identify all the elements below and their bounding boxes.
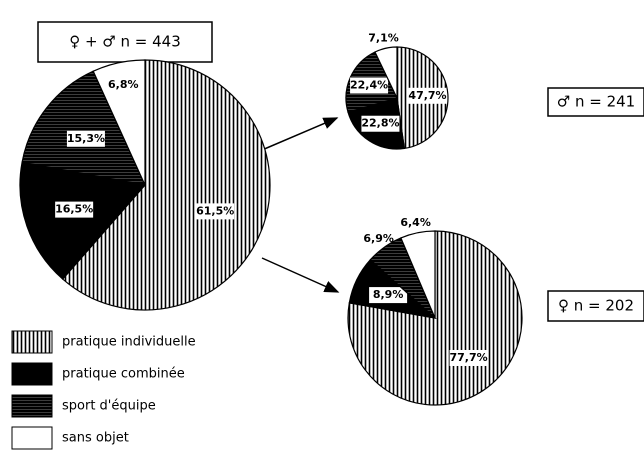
data-label: 16,5%	[55, 203, 93, 216]
data-label: 77,7%	[449, 351, 487, 364]
pie-slice	[374, 46, 398, 99]
pie-slice	[19, 161, 147, 280]
label-bg	[449, 349, 488, 366]
data-label: 8,9%	[373, 288, 404, 301]
title-box	[37, 21, 213, 63]
legend-swatch	[11, 362, 53, 386]
legend-label: sport d'équipe	[62, 399, 156, 414]
label-bg	[104, 76, 143, 93]
legend-swatch	[11, 426, 53, 450]
arrow	[261, 117, 339, 151]
label-bg	[369, 287, 408, 304]
label-bg	[408, 87, 447, 104]
label-bg	[66, 130, 105, 147]
legend-label: pratique individuelle	[62, 335, 196, 350]
legend-swatch	[11, 394, 53, 418]
data-label: 47,7%	[408, 89, 446, 102]
pie-title: ♀ + ♂ n = 443	[69, 33, 181, 51]
arrow	[261, 257, 340, 293]
pie-slice	[21, 70, 147, 186]
data-label: 6,4%	[400, 216, 431, 229]
data-label: 61,5%	[196, 204, 234, 217]
data-label: 7,1%	[368, 32, 399, 45]
pie-title: ♀ n = 202	[558, 297, 634, 315]
legend-swatch	[11, 330, 53, 354]
label-bg	[55, 201, 94, 218]
data-label: 22,4%	[350, 78, 388, 91]
legend-label: sans objet	[62, 431, 129, 446]
label-bg	[350, 77, 389, 94]
pie-title: ♂ n = 241	[557, 93, 635, 111]
label-bg	[361, 115, 400, 132]
data-label: 6,9%	[363, 232, 394, 245]
pie-slice	[400, 230, 436, 319]
label-bg	[196, 203, 235, 220]
pie-slice	[61, 59, 271, 311]
data-label: 15,3%	[67, 132, 105, 145]
legend-label: pratique combinée	[62, 367, 185, 382]
data-label: 6,8%	[108, 78, 139, 91]
title-box	[547, 290, 644, 322]
title-box	[547, 87, 644, 117]
data-label: 22,8%	[361, 117, 399, 130]
